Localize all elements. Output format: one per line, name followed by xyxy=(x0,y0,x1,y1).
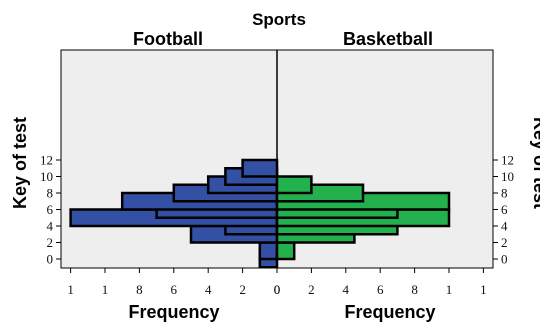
left-x-tick-label: 4 xyxy=(205,282,212,297)
right-y-tick-label: 8 xyxy=(501,186,508,201)
left-x-tick-label: 6 xyxy=(171,282,178,297)
left-y-tick-label: 12 xyxy=(40,153,53,168)
right-y-tick-label: 10 xyxy=(501,169,514,184)
right-panel-title: Basketball xyxy=(343,29,433,49)
chart-title: Sports xyxy=(252,10,306,29)
right-x-tick-label: 2 xyxy=(308,282,315,297)
right-y-tick-label: 12 xyxy=(501,153,514,168)
basketball-bar xyxy=(275,241,296,261)
right-x-tick-label: 6 xyxy=(377,282,384,297)
right-x-axis-label: Frequency xyxy=(344,302,435,322)
left-x-axis-label: Frequency xyxy=(128,302,219,322)
right-x-tick-label: 1 xyxy=(480,282,487,297)
left-y-tick-label: 10 xyxy=(40,169,53,184)
football-bar xyxy=(258,241,279,261)
left-x-tick-label: 1 xyxy=(67,282,74,297)
right-y-tick-label: 4 xyxy=(501,219,508,234)
right-y-tick-label: 0 xyxy=(501,252,508,267)
right-y-axis-label: Key of test xyxy=(530,117,540,209)
basketball-bar xyxy=(275,175,313,195)
right-x-tick-label: 0 xyxy=(274,282,281,297)
left-x-tick-label: 8 xyxy=(136,282,143,297)
football-bar xyxy=(241,158,279,178)
left-y-tick-label: 6 xyxy=(47,202,54,217)
left-y-tick-label: 0 xyxy=(47,252,54,267)
left-x-tick-label: 1 xyxy=(102,282,109,297)
left-panel-title: Football xyxy=(133,29,203,49)
left-y-axis-label: Key of test xyxy=(10,117,30,209)
right-x-tick-label: 8 xyxy=(411,282,418,297)
left-x-tick-label: 0 xyxy=(274,282,281,297)
right-x-tick-label: 1 xyxy=(446,282,453,297)
right-y-tick-label: 6 xyxy=(501,202,508,217)
left-x-tick-label: 2 xyxy=(239,282,246,297)
left-y-tick-label: 2 xyxy=(47,235,54,250)
left-y-tick-label: 8 xyxy=(47,186,54,201)
left-y-tick-label: 4 xyxy=(47,219,54,234)
right-y-tick-label: 2 xyxy=(501,235,508,250)
right-x-tick-label: 4 xyxy=(343,282,350,297)
